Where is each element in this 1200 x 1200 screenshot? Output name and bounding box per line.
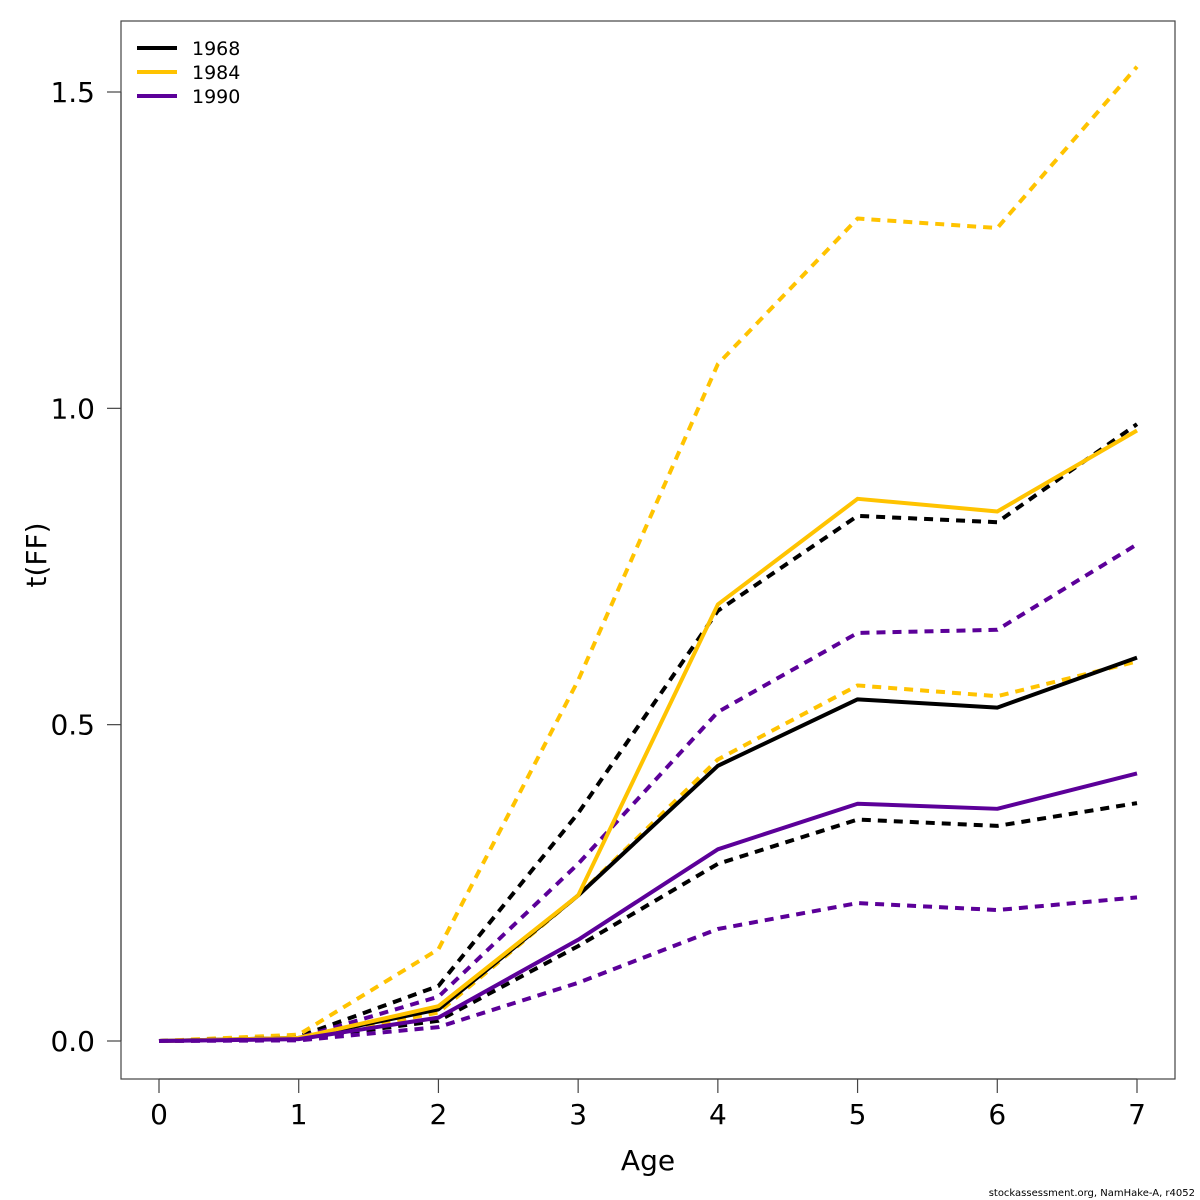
x-tick-label: 5 (849, 1098, 867, 1131)
series-1968-upper-bound (158, 422, 1139, 1043)
legend-label-1968: 1968 (192, 38, 240, 60)
y-tick-label: 0.5 (50, 709, 95, 742)
series-1984-estimate-line (158, 428, 1139, 1043)
x-tick-label: 3 (569, 1098, 587, 1131)
legend-label-1990: 1990 (192, 86, 240, 108)
series-1984-lower-bound (158, 659, 1138, 1043)
x-tick-label: 1 (290, 1098, 308, 1131)
series-1990-upper-bound (158, 542, 1139, 1043)
series-1990-estimate-line (158, 771, 1138, 1043)
x-axis-title: Age (621, 1144, 675, 1177)
series-1984-upper-bound (158, 65, 1139, 1043)
x-tick-label: 6 (988, 1098, 1006, 1131)
series-1968-lower-bound (158, 801, 1138, 1043)
footer-credit: stockassessment.org, NamHake-A, r4052 (989, 1188, 1195, 1199)
x-axis: 0 1 2 3 4 5 6 7 (150, 1078, 1146, 1131)
y-axis: 0.0 0.5 1.0 1.5 (50, 76, 122, 1058)
x-tick-label: 0 (150, 1098, 168, 1131)
y-tick-label: 1.0 (50, 392, 95, 425)
x-tick-label: 4 (709, 1098, 727, 1131)
series-1990-lower-bound (158, 895, 1138, 1043)
plot-frame (120, 20, 1176, 1080)
y-tick-label: 0.0 (50, 1025, 95, 1058)
legend-label-1984: 1984 (192, 62, 240, 84)
y-tick-label: 1.5 (50, 76, 95, 109)
series-layer (158, 65, 1139, 1043)
x-tick-label: 7 (1128, 1098, 1146, 1131)
y-axis-title: t(FF) (20, 522, 53, 587)
x-tick-label: 2 (430, 1098, 448, 1131)
